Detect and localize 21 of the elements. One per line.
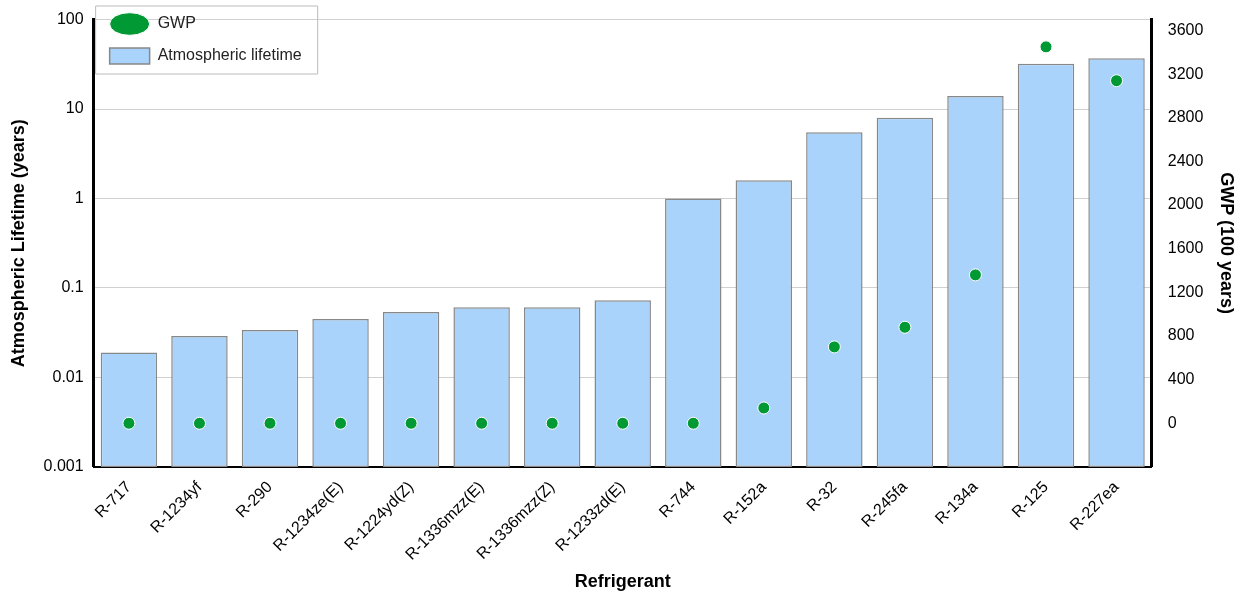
x-axis-title: Refrigerant bbox=[574, 571, 671, 592]
y2-tick-label: 0 bbox=[1167, 413, 1177, 431]
y2-tick-label: 400 bbox=[1167, 370, 1195, 388]
y-tick-label: 0.01 bbox=[52, 367, 84, 385]
y-axis-title: Atmospheric Lifetime (years) bbox=[7, 119, 28, 368]
y-tick-label: 100 bbox=[56, 10, 84, 28]
y-tick-label: 0.001 bbox=[43, 457, 84, 475]
y2-tick-label: 1600 bbox=[1167, 239, 1204, 257]
y2-tick-label: 800 bbox=[1167, 326, 1195, 344]
legend-label: Atmospheric lifetime bbox=[157, 46, 302, 64]
legend-label: GWP bbox=[157, 14, 196, 32]
y2-tick-label: 1200 bbox=[1167, 282, 1204, 300]
y-tick-label: 10 bbox=[65, 99, 84, 117]
y2-tick-label: 3600 bbox=[1167, 20, 1204, 38]
y-tick-label: 0.1 bbox=[61, 278, 84, 296]
y-tick-label: 1 bbox=[74, 188, 84, 206]
y2-tick-label: 2000 bbox=[1167, 195, 1204, 213]
y2-axis-title: GWP (100 years) bbox=[1217, 172, 1238, 315]
y2-tick-label: 2800 bbox=[1167, 108, 1204, 126]
y2-tick-label: 3200 bbox=[1167, 64, 1204, 82]
y2-tick-label: 2400 bbox=[1167, 151, 1204, 169]
